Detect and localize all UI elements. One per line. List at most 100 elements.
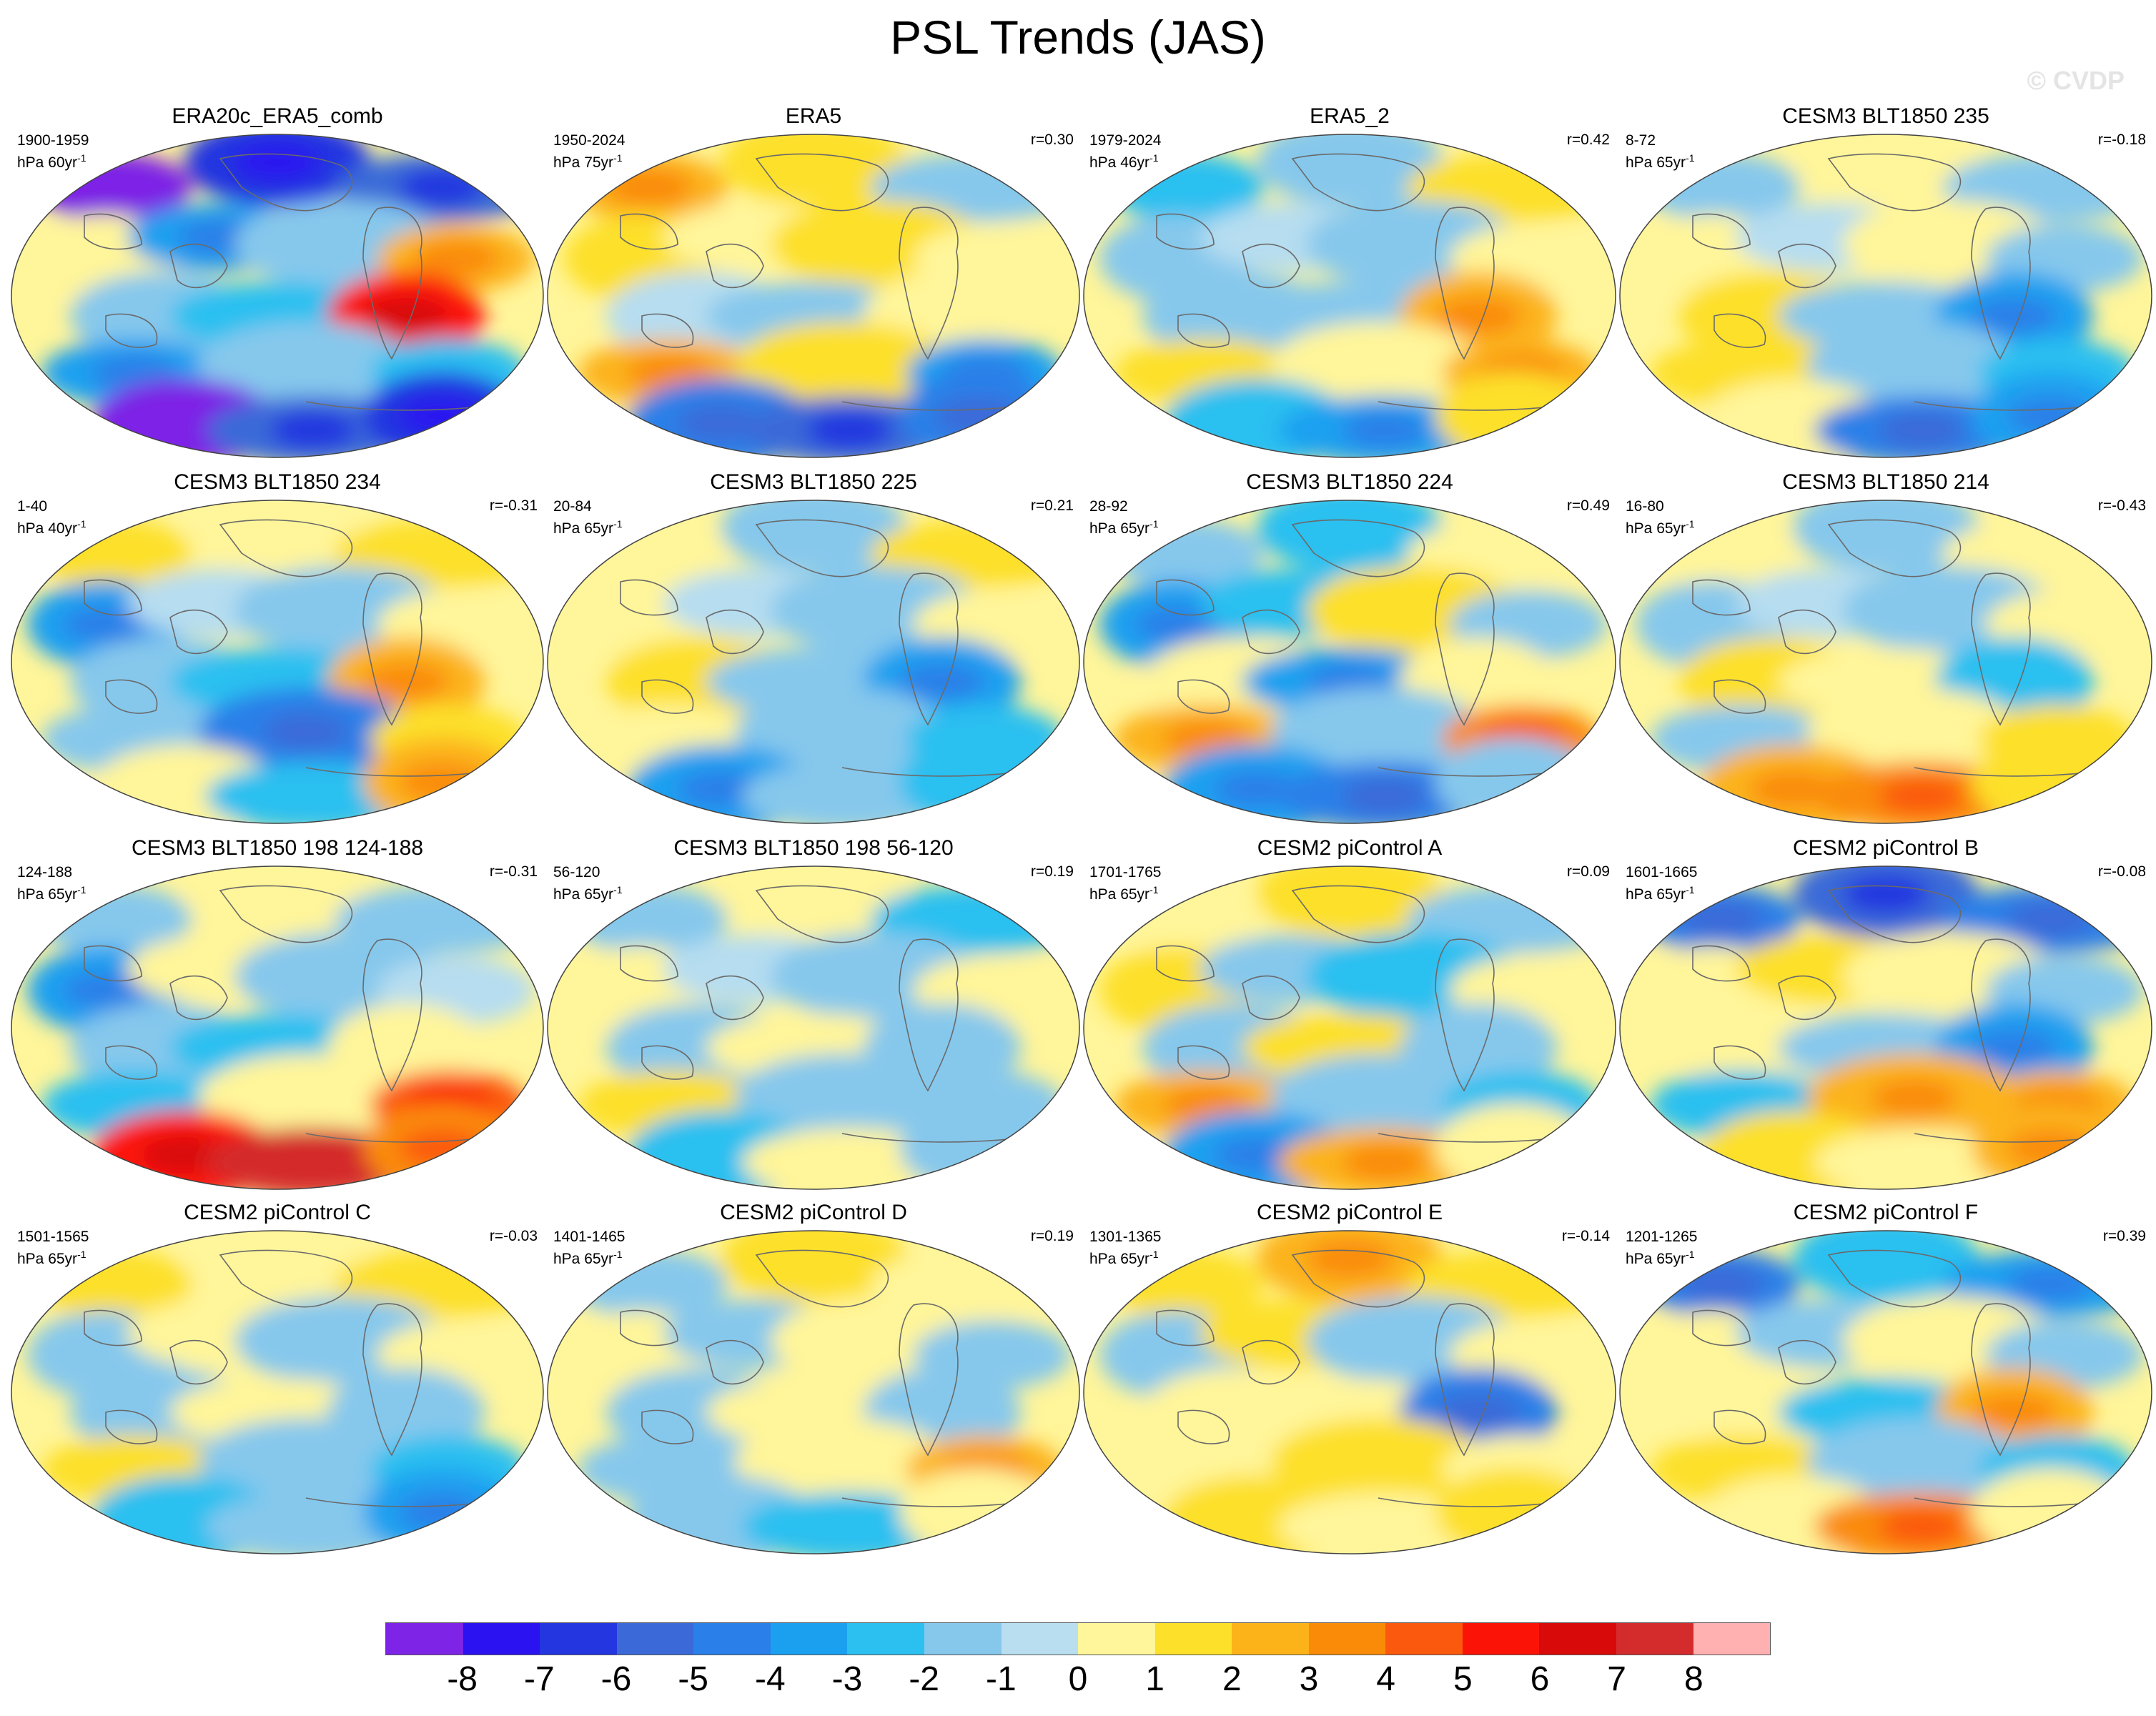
colorbar-tick-label: 8 bbox=[1683, 1660, 1703, 1698]
panel-correlation: r=0.49 bbox=[1566, 497, 1610, 514]
panel-years: 1950-2024 bbox=[553, 132, 625, 149]
trend-anomaly bbox=[1257, 500, 1443, 572]
panel-years: 8-72 bbox=[1626, 132, 1656, 149]
map-panel: CESM2 piControl A 1701-1765 hPa 65yr-1 r=0.… bbox=[1078, 836, 1621, 1194]
colorbar-tick-label: 7 bbox=[1607, 1660, 1626, 1698]
trend-core bbox=[2007, 1265, 2093, 1302]
coastline bbox=[105, 679, 158, 714]
panel-period-units: 1979-2024 hPa 46yr-1 bbox=[1089, 132, 1161, 172]
colorbar-tick-label: -2 bbox=[909, 1660, 939, 1698]
trend-anomaly bbox=[1271, 322, 1485, 410]
panel-period-units: 16-80 hPa 65yr-1 bbox=[1626, 497, 1695, 537]
coastline bbox=[899, 1303, 959, 1457]
colorbar-swatch bbox=[1232, 1623, 1309, 1655]
coastline bbox=[1692, 579, 1751, 616]
panel-correlation: r=0.19 bbox=[1030, 1228, 1074, 1244]
panel-units-text: hPa 65yr bbox=[1089, 886, 1150, 903]
trend-anomaly bbox=[1793, 1231, 1979, 1303]
coastline bbox=[706, 243, 764, 289]
coastline bbox=[169, 243, 228, 289]
trend-anomaly bbox=[735, 1418, 949, 1507]
robinson-map bbox=[1619, 866, 2152, 1190]
panel-units-exponent: -1 bbox=[1686, 1249, 1695, 1260]
trend-anomaly bbox=[899, 738, 1057, 823]
map-border bbox=[1083, 1230, 1616, 1554]
trend-core bbox=[935, 397, 1021, 435]
panel-years: 1979-2024 bbox=[1089, 132, 1162, 149]
panel-units-exponent: -1 bbox=[1149, 518, 1159, 530]
robinson-map bbox=[11, 1230, 544, 1554]
coastline bbox=[1435, 572, 1495, 726]
map-panel: CESM2 piControl F 1201-1265 hPa 65yr-1 r=0.… bbox=[1614, 1201, 2156, 1558]
map-panel: CESM2 piControl C 1501-1565 hPa 65yr-1 r=-0… bbox=[6, 1201, 549, 1558]
map-panel: CESM3 BLT1850 234 1-40 hPa 40yr-1 r=-0.31 bbox=[6, 470, 549, 828]
trend-anomaly bbox=[1807, 688, 2022, 776]
trend-core bbox=[1678, 1265, 1764, 1302]
map-border bbox=[1619, 134, 2152, 458]
coastline bbox=[1177, 1045, 1230, 1080]
panel-period-units: 1701-1765 hPa 65yr-1 bbox=[1089, 863, 1161, 903]
coastline bbox=[1778, 609, 1836, 655]
colorbar-tick-label: 1 bbox=[1145, 1660, 1164, 1698]
trend-anomaly bbox=[1972, 1468, 2129, 1554]
trend-anomaly bbox=[721, 134, 906, 207]
coastline bbox=[1177, 1409, 1230, 1444]
panel-title: CESM2 piControl D bbox=[720, 1201, 907, 1224]
trend-core bbox=[1342, 1144, 1428, 1181]
map-panel: ERA20c_ERA5_comb 1900-1959 hPa 60yr-1 bbox=[6, 104, 549, 462]
robinson-map bbox=[1083, 134, 1616, 458]
trend-core bbox=[2007, 397, 2093, 435]
trend-core bbox=[363, 297, 449, 334]
coastline bbox=[641, 1409, 694, 1444]
trend-core bbox=[806, 412, 892, 449]
trend-anomaly bbox=[1793, 500, 1979, 572]
coastline bbox=[84, 1309, 142, 1346]
map-border bbox=[547, 500, 1080, 824]
robinson-map bbox=[547, 866, 1080, 1190]
robinson-map bbox=[11, 866, 544, 1190]
panel-period-units: 1-40 hPa 40yr-1 bbox=[17, 497, 86, 537]
map-panel: ERA5 1950-2024 hPa 75yr-1 r=0.30 bbox=[542, 104, 1085, 462]
panel-years: 124-188 bbox=[17, 864, 73, 881]
coastline bbox=[755, 885, 889, 943]
trend-core bbox=[606, 169, 692, 206]
panel-units-text: hPa 65yr bbox=[1626, 886, 1686, 903]
panel-title: CESM2 piControl A bbox=[1257, 836, 1443, 860]
map-panel: CESM3 BLT1850 198 56-120 56-120 hPa 65yr-1… bbox=[542, 836, 1085, 1194]
panel-units-text: hPa 65yr bbox=[1626, 1251, 1686, 1267]
map-panel: CESM3 BLT1850 198 124-188 124-188 hPa 65yr… bbox=[6, 836, 549, 1194]
panel-correlation: r=0.19 bbox=[1030, 863, 1074, 880]
panel-title: CESM3 BLT1850 198 56-120 bbox=[673, 836, 954, 860]
trend-anomaly bbox=[199, 322, 413, 410]
coastline bbox=[1291, 153, 1425, 212]
colorbar-swatch bbox=[1001, 1623, 1079, 1655]
map-panel: CESM2 piControl B 1601-1665 hPa 65yr-1 r=-0… bbox=[1614, 836, 2156, 1194]
panel-period-units: 1601-1665 hPa 65yr-1 bbox=[1626, 863, 1697, 903]
colorbar-swatch bbox=[1078, 1623, 1155, 1655]
map-border bbox=[1619, 500, 2152, 824]
panel-title: CESM2 piControl B bbox=[1792, 836, 1979, 860]
map-panel: ERA5_2 1979-2024 hPa 46yr-1 r=0.42 bbox=[1078, 104, 1621, 462]
panel-units-text: hPa 65yr bbox=[1626, 520, 1686, 537]
coastline bbox=[1778, 1339, 1836, 1385]
coastline bbox=[219, 519, 353, 577]
coastline bbox=[84, 213, 142, 250]
coastline bbox=[706, 1339, 764, 1385]
panel-period-units: 56-120 hPa 65yr-1 bbox=[553, 863, 623, 903]
trend-core bbox=[399, 397, 485, 435]
coastline bbox=[362, 207, 422, 360]
trend-anomaly bbox=[735, 322, 949, 410]
coastline bbox=[755, 519, 889, 577]
trend-anomaly bbox=[899, 1104, 1057, 1189]
panel-units-text: hPa 65yr bbox=[17, 886, 78, 903]
colorbar-swatch bbox=[1385, 1623, 1463, 1655]
panel-years: 1-40 bbox=[17, 498, 48, 515]
panel-correlation: r=0.21 bbox=[1030, 497, 1074, 514]
panel-period-units: 8-72 hPa 65yr-1 bbox=[1626, 132, 1695, 172]
colorbar-swatch bbox=[693, 1623, 771, 1655]
panel-units-exponent: -1 bbox=[1149, 884, 1159, 896]
panel-units: hPa 75yr-1 bbox=[553, 149, 625, 172]
coastline bbox=[362, 1303, 422, 1457]
trend-core bbox=[1307, 1240, 1393, 1277]
trend-anomaly bbox=[1807, 322, 2022, 410]
